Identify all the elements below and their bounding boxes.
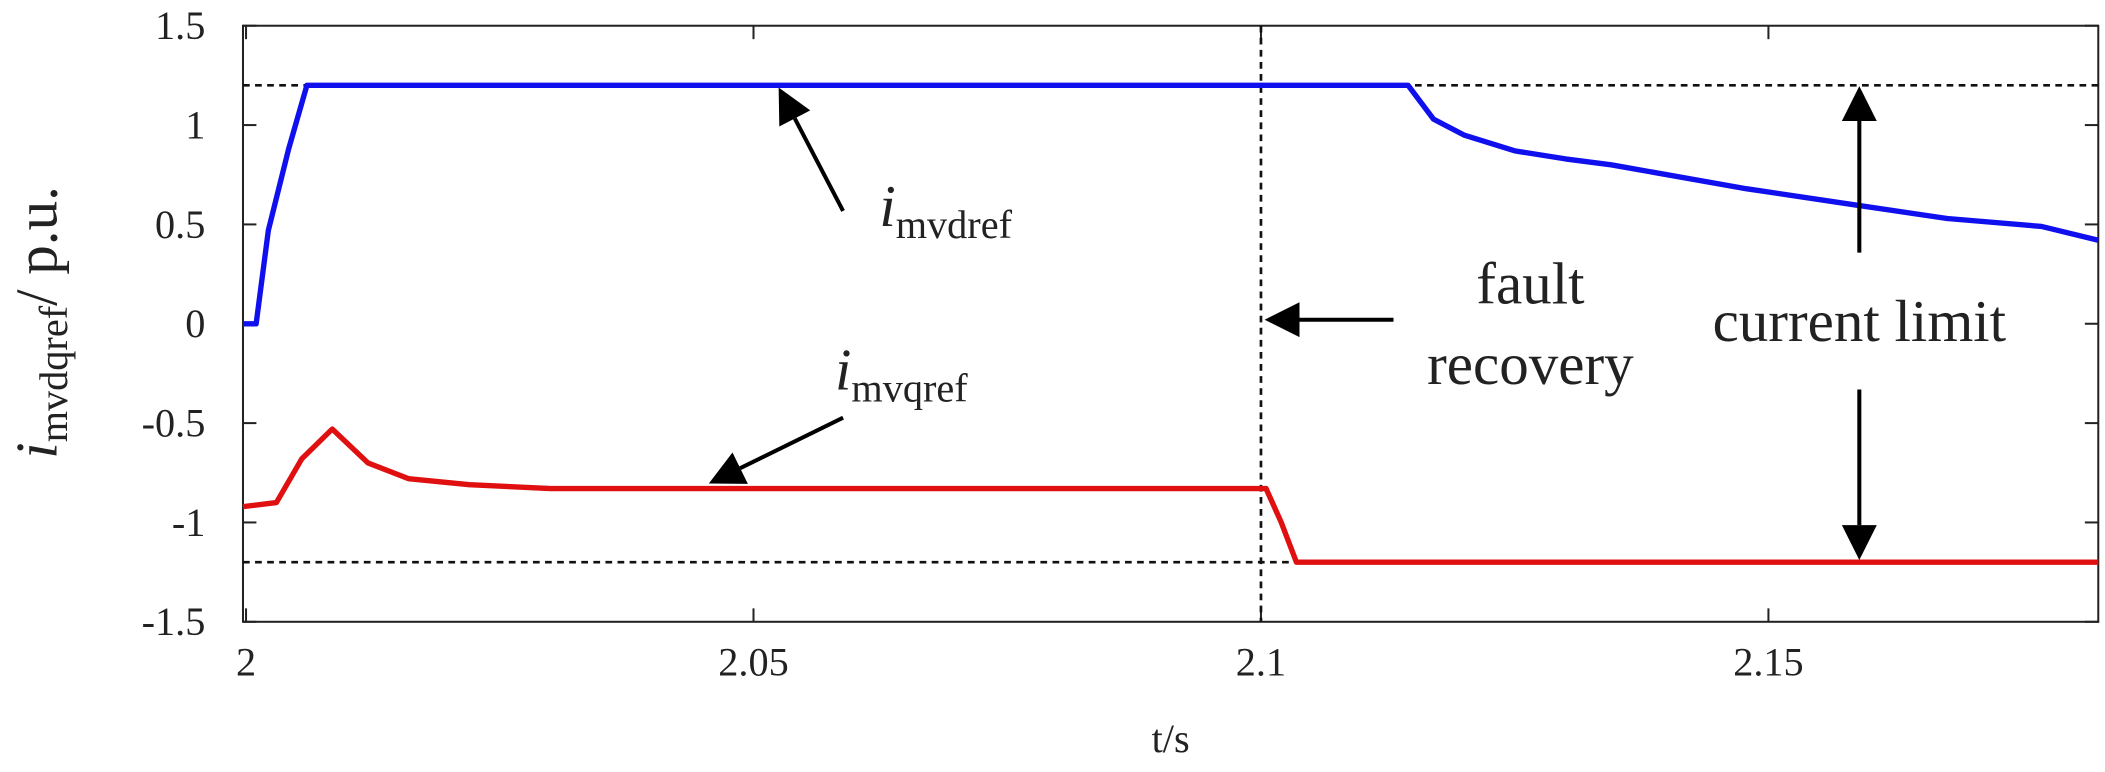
y-label-main: i xyxy=(3,442,69,458)
annotation: recovery xyxy=(1427,331,1634,397)
y-axis-label: imvdqref/ p.u. xyxy=(3,186,76,459)
arrow-head xyxy=(1264,302,1300,338)
y-tick-label: -1.5 xyxy=(142,599,206,644)
x-tick-label: 2.15 xyxy=(1733,639,1803,684)
y-label-sub: mvdqref xyxy=(31,305,76,442)
y-tick-label: 0.5 xyxy=(155,202,205,247)
arrow-head xyxy=(1841,525,1877,561)
series-line xyxy=(242,426,2099,565)
arrow xyxy=(739,415,844,470)
annotation: current limit xyxy=(1713,288,2007,354)
arrow-head xyxy=(778,87,811,127)
y-tick-label: 0 xyxy=(185,301,205,346)
series-line xyxy=(242,82,2099,327)
series-label-sub: mvqref xyxy=(851,366,968,411)
arrow-head xyxy=(708,452,748,484)
y-tick-label: -1 xyxy=(172,500,206,545)
x-axis-label: t/s xyxy=(1152,716,1190,761)
x-tick-label: 2.05 xyxy=(718,639,788,684)
series-label-sub: mvdref xyxy=(896,202,1013,247)
series-label-main: i xyxy=(879,173,895,239)
y-tick-label: -0.5 xyxy=(142,401,206,446)
series-label-main: i xyxy=(835,337,851,403)
series-label: imvqref xyxy=(835,337,968,411)
y-label-unit: / p.u. xyxy=(3,186,69,306)
x-tick-label: 2 xyxy=(236,639,256,684)
arrow-head xyxy=(1841,86,1877,122)
arrow xyxy=(792,117,845,212)
y-tick-label: 1.5 xyxy=(155,3,205,48)
series-label: imvdref xyxy=(879,173,1012,247)
annotation: fault xyxy=(1476,251,1585,317)
y-tick-label: 1 xyxy=(185,102,205,147)
x-tick-label: 2.1 xyxy=(1236,639,1286,684)
